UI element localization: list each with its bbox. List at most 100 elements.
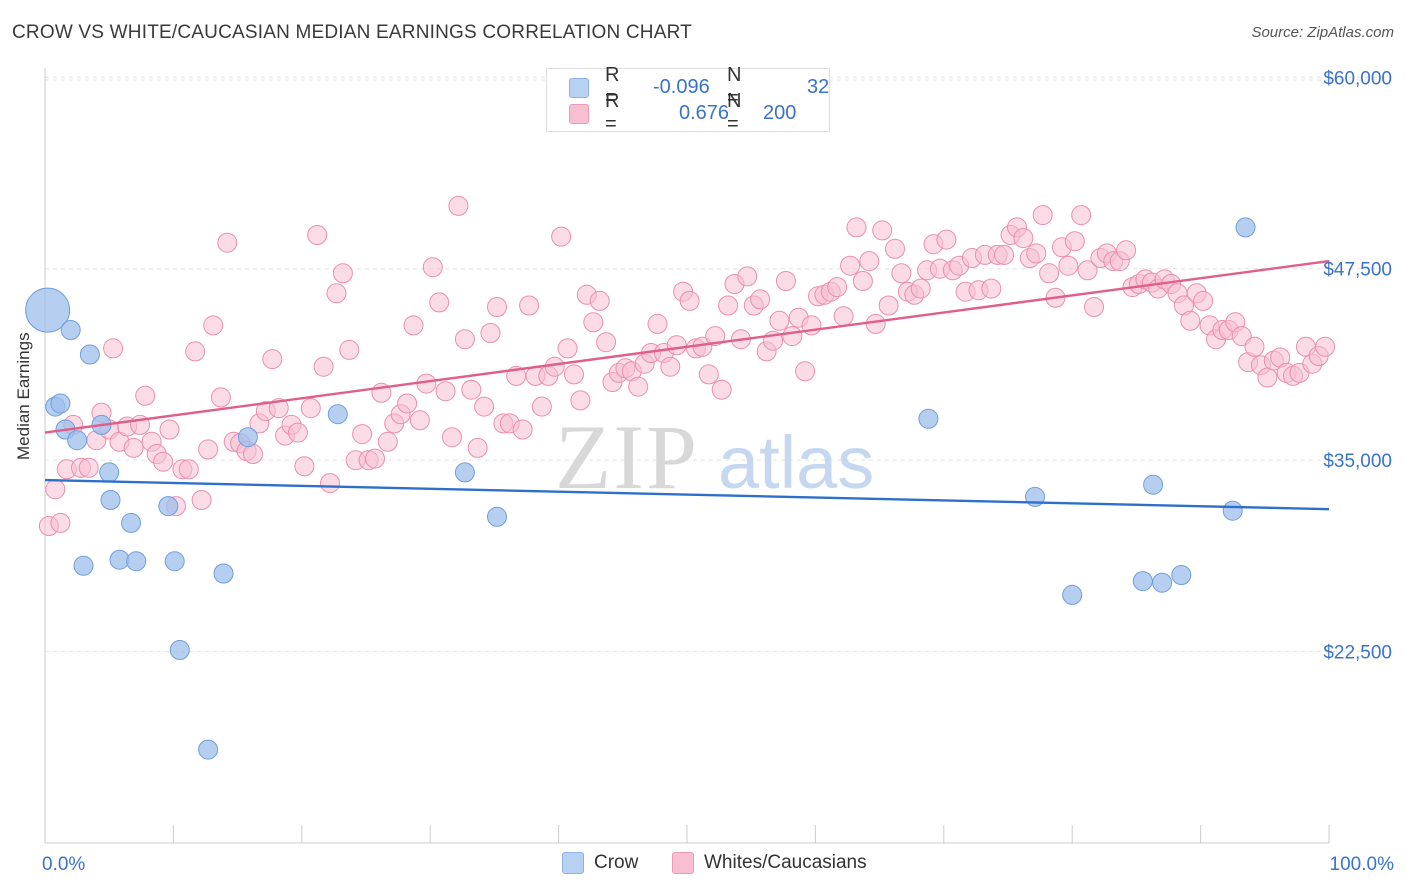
white-point bbox=[775, 271, 796, 291]
white-point bbox=[711, 379, 732, 400]
white-point bbox=[339, 339, 360, 360]
white-point bbox=[910, 278, 931, 299]
white-point bbox=[865, 313, 886, 334]
watermark: ZIP atlas bbox=[555, 406, 874, 508]
white-point bbox=[178, 459, 199, 480]
crow-point bbox=[60, 320, 81, 340]
white-point bbox=[891, 263, 912, 284]
white-point bbox=[872, 220, 893, 241]
crow-point bbox=[1143, 474, 1164, 495]
white-point bbox=[300, 398, 321, 419]
crow-point bbox=[1062, 584, 1083, 605]
y-tick-label: $35,000 bbox=[1323, 451, 1392, 472]
bottom-legend-label-white: Whites/Caucasians bbox=[704, 852, 867, 873]
white-point bbox=[1064, 231, 1085, 252]
x-tick-label: 0.0% bbox=[42, 854, 85, 875]
white-point bbox=[1231, 326, 1252, 347]
crow-point bbox=[126, 551, 147, 572]
crow-point bbox=[158, 496, 179, 517]
axes bbox=[44, 68, 1330, 844]
white-point bbox=[512, 419, 533, 440]
legend-swatch-crow bbox=[569, 78, 589, 98]
white-point bbox=[827, 277, 848, 298]
white-point bbox=[461, 379, 482, 400]
legend-r-label: R = bbox=[605, 64, 620, 109]
crow-point bbox=[100, 490, 121, 510]
white-point bbox=[123, 437, 144, 458]
white-point bbox=[769, 310, 790, 331]
x-tick-label: 100.0% bbox=[1330, 854, 1395, 875]
white-point bbox=[583, 312, 604, 333]
white-point bbox=[660, 356, 681, 377]
white-point bbox=[531, 396, 552, 417]
chart-title: CROW VS WHITE/CAUCASIAN MEDIAN EARNINGS … bbox=[12, 22, 692, 43]
white-point bbox=[78, 457, 99, 478]
legend-r-label: R = bbox=[605, 90, 620, 135]
white-point bbox=[1026, 243, 1047, 264]
crow-point bbox=[109, 549, 130, 570]
white-point bbox=[409, 410, 430, 431]
white-point bbox=[885, 238, 905, 259]
white-point bbox=[203, 315, 224, 336]
legend-swatch-white bbox=[569, 104, 589, 124]
crow-trend-line bbox=[44, 478, 1330, 511]
bottom-legend-swatch-crow bbox=[562, 852, 584, 874]
white-point bbox=[981, 278, 1002, 299]
white-trend-line bbox=[44, 259, 1330, 434]
white-point bbox=[795, 361, 816, 382]
crow-point bbox=[169, 640, 190, 660]
white-point bbox=[50, 512, 71, 533]
source-label: Source: ZipAtlas.com bbox=[1251, 24, 1394, 41]
white-point bbox=[647, 313, 668, 334]
bottom-legend-crow: Crow bbox=[562, 852, 638, 874]
white-point bbox=[442, 427, 462, 448]
white-point bbox=[294, 456, 315, 477]
y-tick-label: $47,500 bbox=[1323, 260, 1392, 281]
white-point bbox=[480, 323, 501, 343]
white-point bbox=[1039, 263, 1060, 284]
white-point bbox=[737, 266, 758, 287]
white-point bbox=[135, 385, 156, 406]
crow-point bbox=[1235, 217, 1256, 238]
y-tick-label: $22,500 bbox=[1323, 643, 1392, 664]
white-point bbox=[45, 479, 66, 500]
y-axis-label: Median Earnings bbox=[14, 332, 33, 460]
crow-point bbox=[237, 427, 258, 448]
white-point bbox=[487, 297, 507, 317]
white-point bbox=[666, 335, 687, 356]
white-point bbox=[1071, 205, 1092, 226]
white-point bbox=[352, 424, 373, 445]
grid-lines bbox=[45, 76, 1392, 653]
crow-point bbox=[1171, 565, 1192, 585]
white-point bbox=[1257, 367, 1278, 388]
white-point bbox=[313, 356, 334, 377]
crow-point bbox=[487, 506, 507, 527]
legend-n-label: N = bbox=[727, 90, 742, 135]
legend-n-value-crow: 32 bbox=[807, 75, 830, 98]
white-point bbox=[198, 439, 219, 460]
white-point bbox=[243, 444, 263, 464]
white-point bbox=[718, 295, 739, 316]
white-point bbox=[519, 295, 540, 316]
white-point bbox=[1084, 297, 1104, 317]
white-point bbox=[557, 338, 578, 359]
white-point bbox=[467, 437, 488, 458]
white-point bbox=[1032, 205, 1053, 226]
white-point bbox=[564, 364, 584, 385]
bottom-legend-label-crow: Crow bbox=[594, 852, 639, 873]
white-point bbox=[326, 283, 347, 304]
legend: R = -0.096 N = 32 R = 0.676 N = 200 bbox=[546, 64, 830, 135]
white-point bbox=[1058, 255, 1079, 276]
white-point bbox=[589, 290, 610, 311]
white-point bbox=[628, 376, 649, 397]
white-point bbox=[1013, 228, 1034, 249]
legend-r-value-white: 0.676 bbox=[679, 101, 730, 124]
crow-point bbox=[73, 555, 94, 576]
white-point bbox=[1180, 310, 1201, 331]
crow-point bbox=[1132, 571, 1153, 592]
white-point bbox=[544, 356, 565, 377]
white-point bbox=[833, 306, 854, 327]
crow-point bbox=[1222, 500, 1243, 521]
crow-point bbox=[50, 393, 71, 414]
